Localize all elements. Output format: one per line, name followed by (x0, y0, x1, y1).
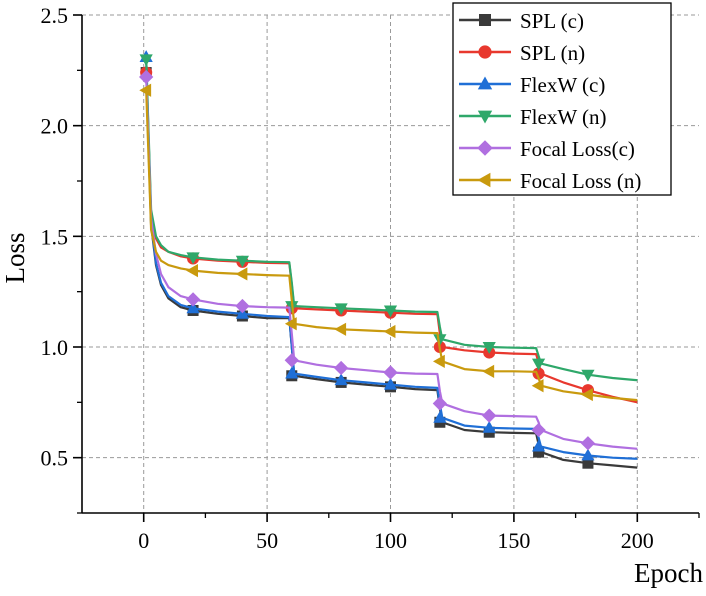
data-point (533, 446, 545, 458)
legend-label: Focal Loss (n) (520, 169, 641, 193)
data-point (139, 54, 153, 67)
data-point (186, 252, 200, 265)
data-point (284, 317, 297, 331)
data-point (581, 387, 593, 402)
data-point (383, 377, 398, 390)
data-point (334, 373, 348, 386)
legend-item: Focal Loss (n) (459, 169, 641, 193)
data-point (477, 172, 491, 188)
data-point (235, 298, 250, 314)
data-point (383, 324, 396, 339)
data-point (482, 420, 496, 433)
x-tick-label: 50 (256, 528, 278, 553)
data-point (235, 255, 250, 268)
data-point (479, 14, 491, 26)
data-point (432, 354, 445, 368)
data-point (477, 140, 493, 156)
data-point (235, 267, 248, 281)
data-point (186, 301, 200, 314)
data-point (139, 83, 152, 97)
data-point (482, 342, 496, 354)
data-point (334, 303, 348, 316)
data-point (531, 422, 546, 438)
data-point (285, 366, 299, 379)
y-tick-label: 2.5 (41, 3, 69, 28)
data-point (531, 439, 546, 452)
series-focal-loss-n (139, 83, 638, 402)
data-point (334, 322, 347, 336)
legend-item: FlexW (n) (459, 105, 607, 129)
x-tick-label: 100 (374, 528, 407, 553)
legend-item: SPL (n) (459, 41, 585, 65)
data-point (333, 360, 349, 376)
y-tick-label: 1.0 (41, 335, 69, 360)
data-point (383, 305, 398, 318)
legend-label: Focal Loss(c) (520, 137, 635, 161)
data-point (531, 379, 544, 393)
data-point (532, 367, 545, 380)
series-line (145, 90, 638, 402)
data-point (185, 292, 201, 307)
data-point (433, 334, 447, 347)
data-point (186, 264, 199, 278)
x-tick-label: 200 (621, 528, 654, 553)
data-point (477, 110, 493, 124)
data-point (582, 457, 594, 469)
y-axis-title: Loss (0, 232, 30, 283)
data-point (482, 408, 497, 423)
y-tick-label: 2.0 (41, 114, 69, 139)
series-line (145, 57, 638, 460)
legend-label: SPL (c) (520, 9, 584, 33)
series-focal-loss-c (139, 69, 638, 451)
data-point (433, 410, 447, 423)
data-point (432, 396, 448, 411)
data-point (580, 436, 596, 451)
legend-box (452, 2, 672, 196)
series-flexw-c (139, 50, 638, 461)
legend-label: FlexW (c) (520, 73, 605, 97)
y-tick-label: 0.5 (41, 446, 69, 471)
legend: SPL (c) SPL (n) FlexW (c) FlexW (n) Focal Lo… (452, 2, 672, 196)
axes (73, 14, 700, 522)
legend-item: FlexW (c) (459, 73, 605, 97)
data-point (531, 358, 546, 371)
tick-labels: 0 50 100 150 200 0.5 1.0 1.5 2.0 2.5 (41, 3, 654, 553)
series-group (139, 50, 638, 469)
x-tick-label: 0 (138, 528, 149, 553)
data-point (284, 353, 299, 368)
series-line (145, 76, 638, 450)
legend-item: Focal Loss(c) (459, 137, 635, 161)
data-point (383, 365, 398, 380)
legend-item: SPL (c) (459, 9, 584, 33)
data-point (581, 369, 595, 382)
data-point (581, 448, 595, 461)
x-axis-title: Epoch (634, 558, 703, 588)
series-flexw-n (139, 54, 638, 382)
x-tick-label: 150 (497, 528, 530, 553)
y-tick-label: 1.5 (41, 224, 69, 249)
legend-label: FlexW (n) (520, 105, 607, 129)
data-point (477, 76, 493, 90)
data-point (478, 45, 492, 59)
series-line (145, 59, 638, 382)
data-point (482, 364, 495, 378)
legend-label: SPL (n) (520, 41, 585, 65)
data-point (139, 69, 154, 85)
